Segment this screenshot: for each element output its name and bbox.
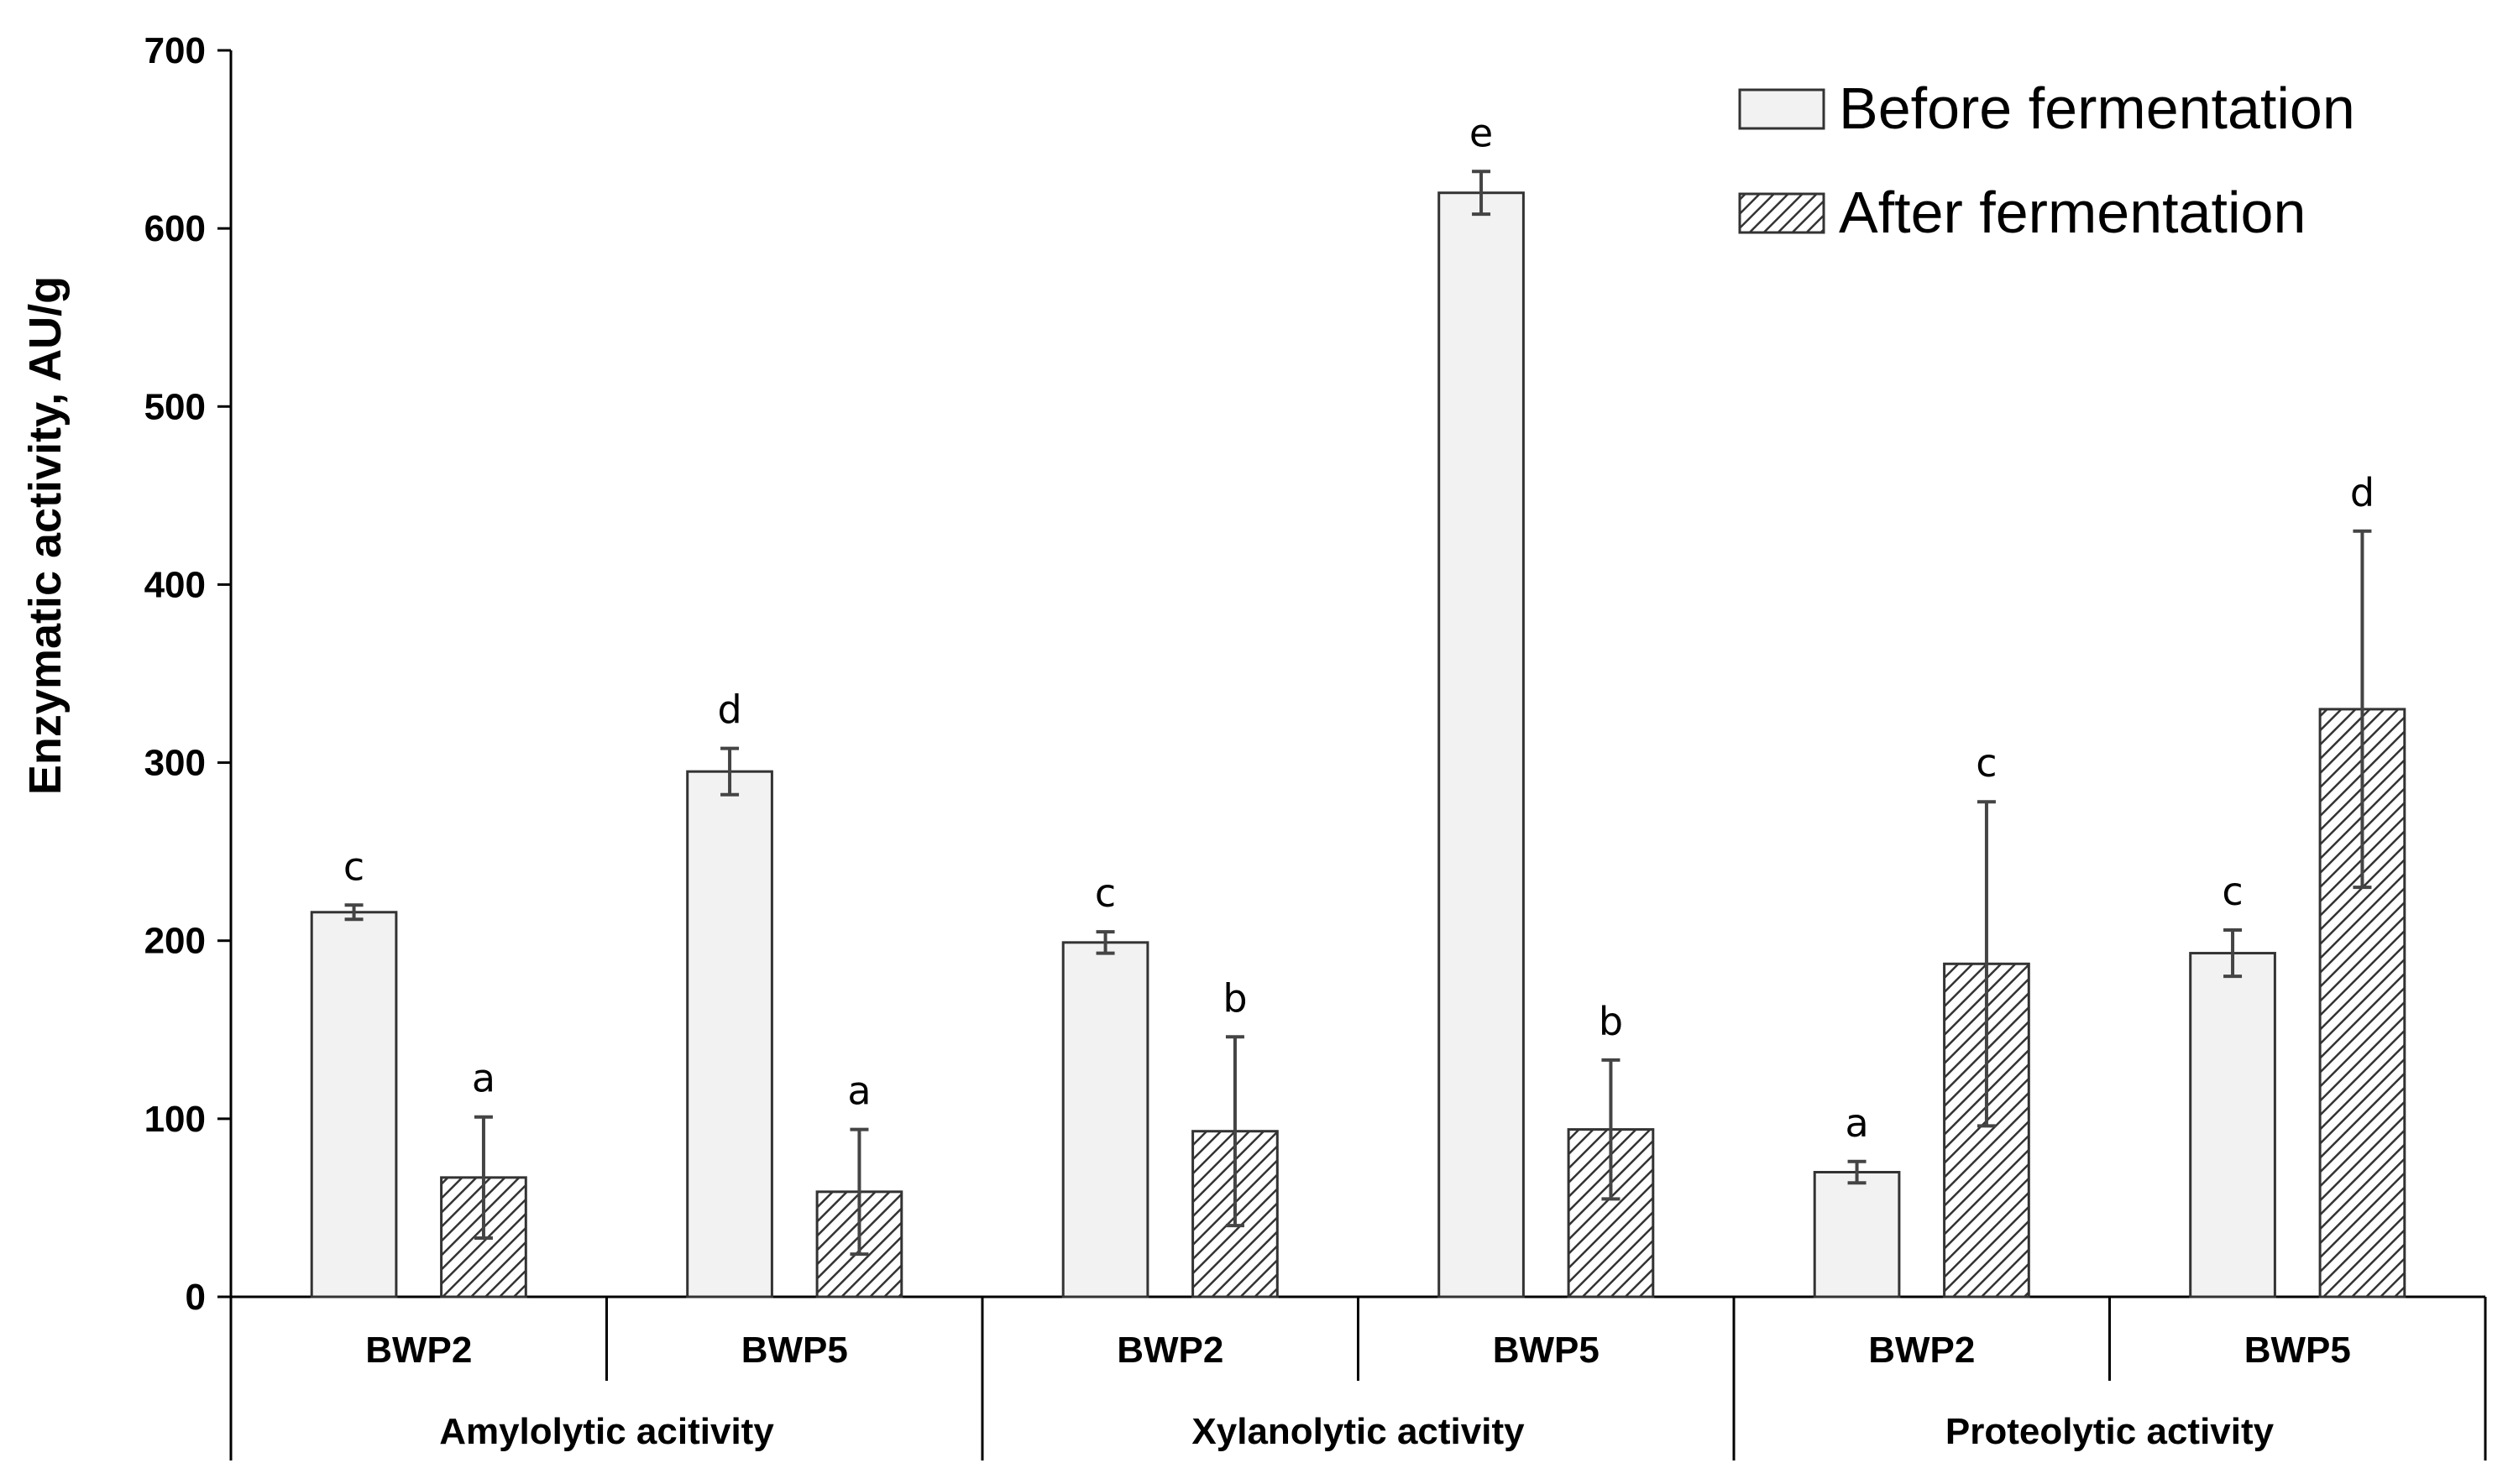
bar-before [310, 911, 398, 1298]
error-bar [1472, 170, 1491, 217]
group-label: Xylanolytic activity [1191, 1411, 1525, 1452]
significance-label: c [343, 844, 364, 889]
error-bar [474, 1115, 493, 1240]
y-tick-label: 300 [144, 743, 206, 784]
subcategory-label: BWP5 [741, 1330, 848, 1371]
y-tick-label: 400 [144, 564, 206, 605]
y-tick-label: 100 [144, 1099, 206, 1140]
significance-label: e [1469, 110, 1493, 155]
significance-labels: c a d a c b e b a c c d [343, 110, 2374, 1146]
legend: Before fermentation After fermentation [1738, 76, 2355, 245]
error-bar [720, 746, 740, 797]
y-tick-label: 700 [144, 30, 206, 71]
error-bar [1977, 800, 1996, 1128]
y-tick-label: 200 [144, 921, 206, 962]
y-axis-ticks: 0 100 200 300 400 500 600 700 [144, 30, 231, 1318]
subcategory-label: BWP5 [2244, 1330, 2351, 1371]
legend-swatch-before [1738, 88, 1825, 130]
error-bar [850, 1127, 869, 1257]
significance-label: d [717, 687, 741, 733]
error-bar [1601, 1058, 1621, 1201]
error-bars [344, 170, 2372, 1257]
bar-before [1061, 941, 1149, 1298]
significance-label: c [1095, 870, 1116, 916]
subcategory-label: BWP5 [1493, 1330, 1600, 1371]
legend-label-after: After fermentation [1839, 180, 2306, 245]
bars [310, 191, 2406, 1298]
bar-before [2189, 952, 2276, 1298]
error-bar [1847, 1159, 1867, 1185]
subcategory-label: BWP2 [1868, 1330, 1975, 1371]
significance-label: d [2350, 470, 2374, 515]
subcategory-label: BWP2 [1117, 1330, 1223, 1371]
significance-label: b [1599, 999, 1623, 1044]
y-tick-label: 600 [144, 208, 206, 249]
error-bar [344, 903, 364, 922]
significance-label: a [1845, 1100, 1868, 1146]
significance-label: c [1976, 740, 1997, 786]
error-bar [1225, 1035, 1244, 1228]
group-label: Amylolytic acitivity [439, 1411, 774, 1452]
y-tick-label: 500 [144, 386, 206, 427]
significance-label: a [847, 1069, 871, 1114]
group-label: Proteolytic activity [1945, 1411, 2275, 1452]
legend-label-before: Before fermentation [1839, 76, 2355, 141]
legend-swatch-after [1738, 192, 1825, 234]
error-bar [2353, 529, 2372, 890]
bar-before [686, 770, 773, 1298]
bar-before [1437, 191, 1525, 1298]
significance-label: b [1223, 975, 1247, 1021]
subcategory-label: BWP2 [365, 1330, 472, 1371]
y-tick-label: 0 [186, 1277, 206, 1318]
significance-label: a [472, 1056, 495, 1101]
x-axis-labels: BWP2 BWP5 BWP2 BWP5 BWP2 BWP5 Amylolytic aciti… [229, 1297, 2487, 1460]
error-bar [2223, 928, 2243, 979]
bar-before [1813, 1171, 1901, 1298]
y-axis-label: Enzymatic activity, AU/g [20, 276, 71, 795]
significance-label: c [2222, 869, 2243, 914]
error-bar [1096, 930, 1115, 955]
